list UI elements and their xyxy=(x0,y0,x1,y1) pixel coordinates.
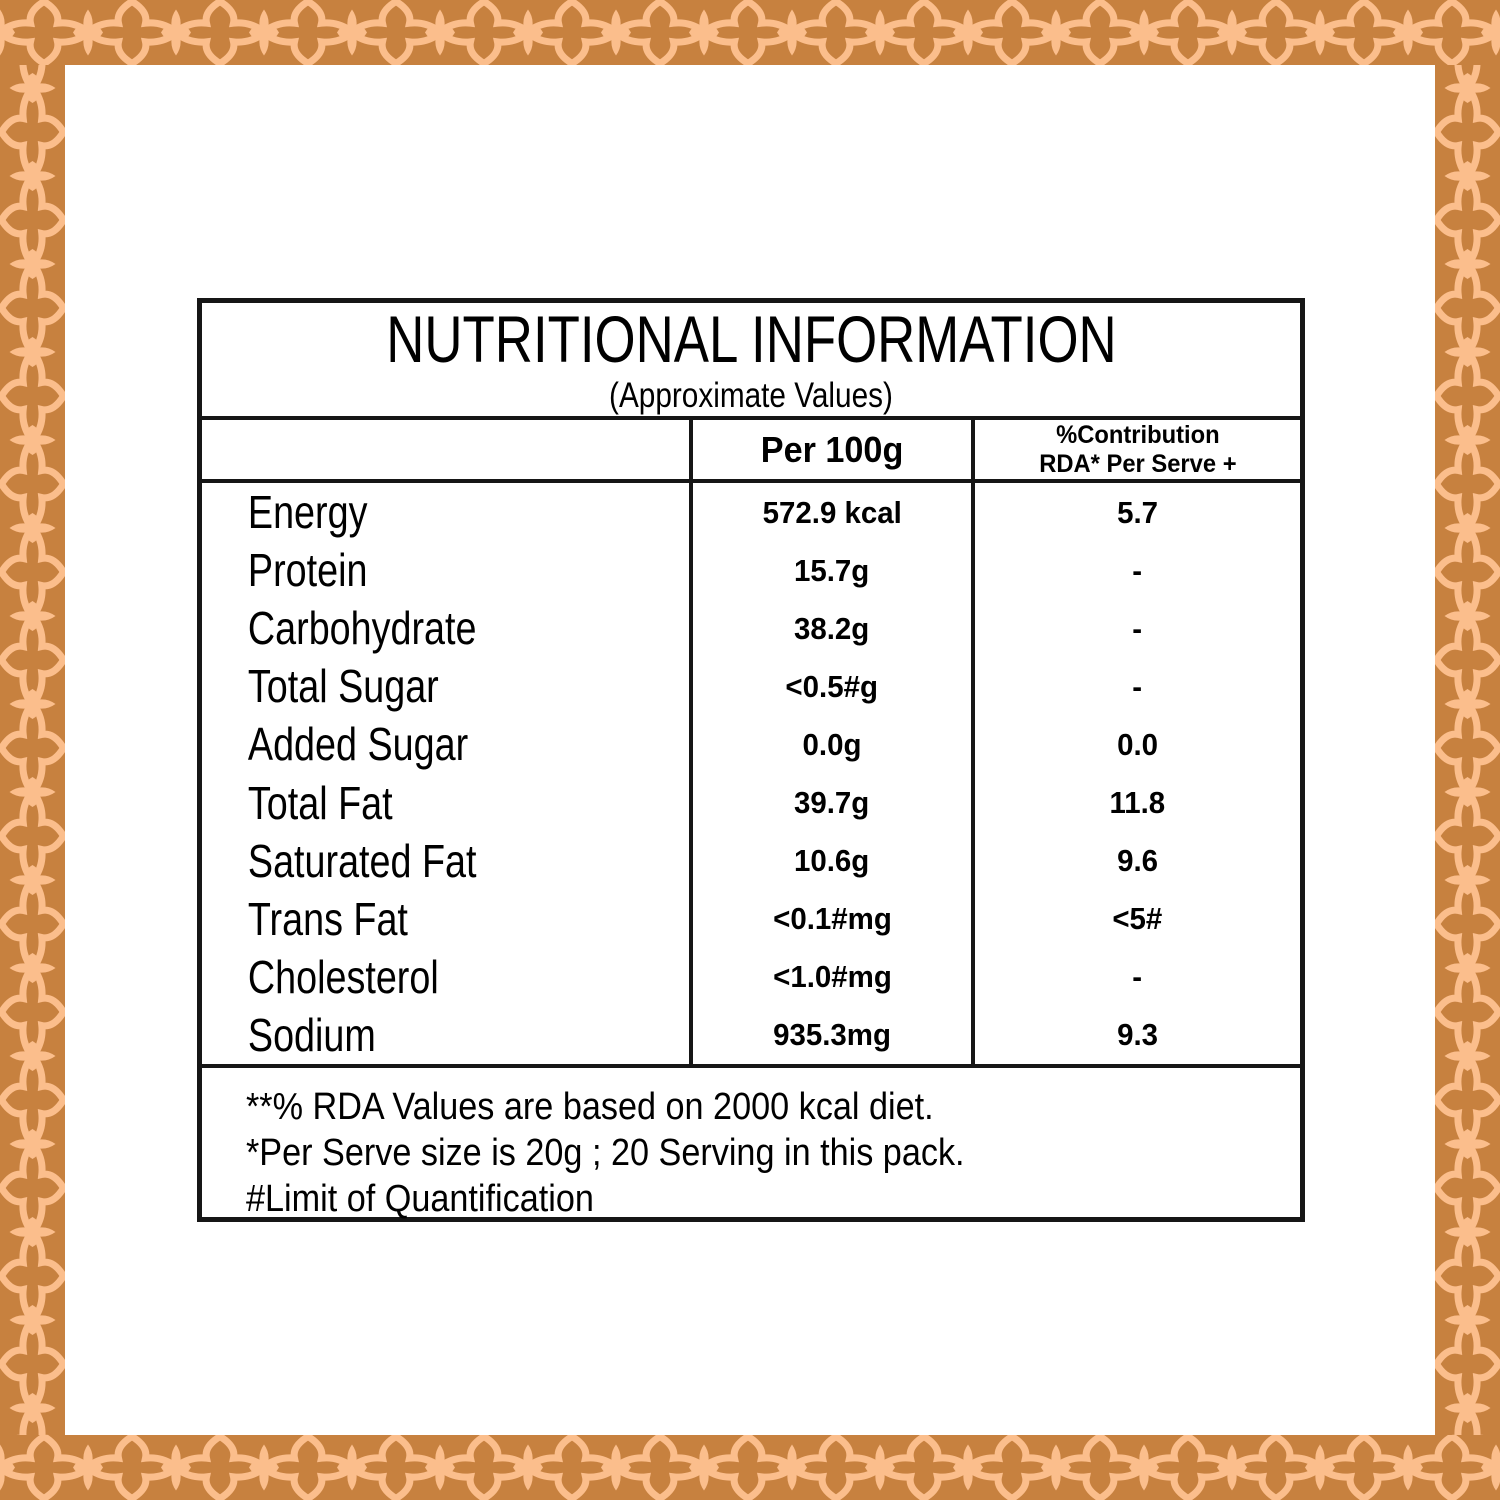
rda-value: 0.0 xyxy=(1117,726,1158,762)
nutrient-label: Total Sugar xyxy=(247,660,439,713)
nutrition-table: NUTRITIONAL INFORMATION (Approximate Val… xyxy=(197,298,1305,1222)
row-total-fat: Total Fat 39.7g 11.8 xyxy=(202,773,1300,832)
column-header-nutrient xyxy=(202,420,689,479)
rda-value: - xyxy=(1132,959,1143,995)
per-100g-value: <0.1#mg xyxy=(772,901,892,937)
per-100g-value: 39.7g xyxy=(794,785,870,821)
rda-value: 9.3 xyxy=(1117,1017,1158,1053)
row-energy: Energy 572.9 kcal 5.7 xyxy=(202,483,1300,542)
rda-value: 9.6 xyxy=(1117,843,1158,879)
nutrient-label: Energy xyxy=(247,486,368,539)
per-100g-value: 0.0g xyxy=(802,726,862,762)
per-100g-value: 38.2g xyxy=(794,610,870,646)
per-100g-value: 10.6g xyxy=(794,843,870,879)
title-section: NUTRITIONAL INFORMATION (Approximate Val… xyxy=(202,303,1300,420)
footnote-limit-quantification: #Limit of Quantification xyxy=(246,1178,594,1220)
nutrient-label: Carbohydrate xyxy=(247,602,477,655)
per-100g-value: <0.5#g xyxy=(785,668,879,704)
row-saturated-fat: Saturated Fat 10.6g 9.6 xyxy=(202,831,1300,890)
column-header-per-100g: Per 100g xyxy=(689,420,971,479)
row-carbohydrate: Carbohydrate 38.2g - xyxy=(202,599,1300,658)
footnotes-section: **% RDA Values are based on 2000 kcal di… xyxy=(202,1068,1300,1222)
column-header-rda-contribution: %Contribution RDA* Per Serve + xyxy=(971,420,1300,479)
row-sodium: Sodium 935.3mg 9.3 xyxy=(202,1005,1300,1064)
row-added-sugar: Added Sugar 0.0g 0.0 xyxy=(202,715,1300,774)
nutrient-label: Added Sugar xyxy=(247,718,469,771)
row-trans-fat: Trans Fat <0.1#mg <5# xyxy=(202,889,1300,948)
row-protein: Protein 15.7g - xyxy=(202,541,1300,600)
nutrient-label: Protein xyxy=(247,544,368,597)
footnote-serve-size: *Per Serve size is 20g ; 20 Serving in t… xyxy=(246,1132,965,1174)
panel-subtitle: (Approximate Values) xyxy=(609,376,893,415)
per-100g-value: 572.9 kcal xyxy=(762,494,902,530)
per-100g-value: 935.3mg xyxy=(773,1017,891,1053)
row-cholesterol: Cholesterol <1.0#mg - xyxy=(202,947,1300,1006)
rda-value: - xyxy=(1132,610,1143,646)
nutrient-label: Sodium xyxy=(247,1008,376,1061)
rda-value: 11.8 xyxy=(1109,785,1166,821)
rda-value: - xyxy=(1132,552,1143,588)
rda-value: 5.7 xyxy=(1117,494,1158,530)
nutrient-label: Total Fat xyxy=(247,776,393,829)
rda-value: <5# xyxy=(1112,901,1163,937)
nutrient-rows: Energy 572.9 kcal 5.7 Protein 15.7g - Ca… xyxy=(202,483,1300,1068)
nutrient-label: Cholesterol xyxy=(247,950,439,1003)
panel-title: NUTRITIONAL INFORMATION xyxy=(385,302,1117,376)
rda-value: - xyxy=(1132,668,1143,704)
per-100g-value: <1.0#mg xyxy=(772,959,892,995)
row-total-sugar: Total Sugar <0.5#g - xyxy=(202,657,1300,716)
nutrient-label: Saturated Fat xyxy=(247,834,477,887)
footnote-rda-basis: **% RDA Values are based on 2000 kcal di… xyxy=(246,1086,934,1128)
nutrient-label: Trans Fat xyxy=(247,892,408,945)
per-100g-value: 15.7g xyxy=(794,552,870,588)
column-header-row: Per 100g %Contribution RDA* Per Serve + xyxy=(202,420,1300,483)
